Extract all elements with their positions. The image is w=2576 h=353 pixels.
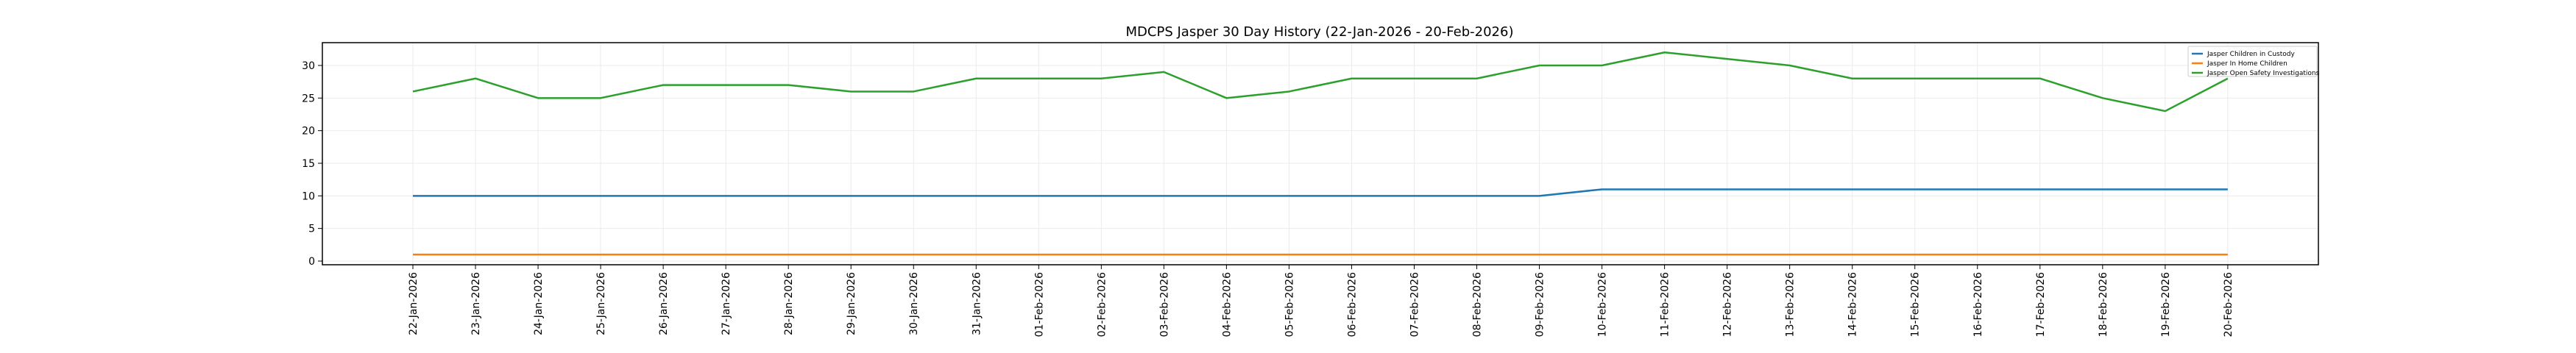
x-tick-label: 28-Jan-2026 (783, 272, 795, 335)
y-tick-label: 15 (302, 158, 315, 170)
x-tick-label: 16-Feb-2026 (1972, 272, 1984, 337)
x-tick-label: 29-Jan-2026 (846, 272, 857, 335)
series-line-0 (413, 188, 2228, 197)
x-tick-label: 30-Jan-2026 (908, 272, 920, 335)
x-tick-label: 12-Feb-2026 (1722, 272, 1734, 337)
y-axis: 0 5 10 15 20 25 30 (302, 60, 322, 268)
x-tick-label: 09-Feb-2026 (1535, 272, 1546, 337)
x-tick-label: 22-Jan-2026 (408, 272, 420, 335)
y-tick-label: 0 (308, 256, 315, 268)
x-tick-label: 31-Jan-2026 (971, 272, 983, 335)
legend-label: Jasper Open Safety Investigations (2207, 70, 2320, 77)
x-tick-label: 23-Jan-2026 (470, 272, 482, 335)
y-tick-label: 5 (308, 224, 315, 235)
x-tick-label: 13-Feb-2026 (1785, 272, 1797, 337)
x-tick-label: 26-Jan-2026 (658, 272, 670, 335)
axes-frame (322, 42, 2319, 265)
legend: Jasper Children in Custody Jasper In Home… (2187, 46, 2320, 77)
legend-label: Jasper Children in Custody (2207, 51, 2295, 58)
x-tick-label: 17-Feb-2026 (2035, 272, 2047, 337)
x-tick-label: 20-Feb-2026 (2223, 272, 2234, 337)
legend-label: Jasper In Home Children (2207, 60, 2287, 68)
legend-box (2187, 46, 2318, 77)
x-tick-label: 14-Feb-2026 (1847, 272, 1859, 337)
grid (322, 43, 2318, 265)
y-tick-label: 30 (302, 60, 315, 72)
x-tick-label: 02-Feb-2026 (1096, 272, 1108, 337)
series-line-2 (412, 51, 2229, 113)
x-tick-label: 25-Jan-2026 (595, 272, 607, 335)
y-tick-label: 20 (302, 126, 315, 138)
x-tick-label: 06-Feb-2026 (1346, 272, 1358, 337)
series-lines (412, 51, 2229, 256)
chart-title: MDCPS Jasper 30 Day History (22-Jan-2026… (1126, 24, 1514, 40)
x-tick-label: 04-Feb-2026 (1221, 272, 1233, 337)
x-tick-label: 03-Feb-2026 (1158, 272, 1170, 337)
x-tick-label: 18-Feb-2026 (2098, 272, 2109, 337)
y-tick-label: 25 (302, 93, 315, 104)
x-tick-label: 11-Feb-2026 (1660, 272, 1671, 337)
x-tick-label: 07-Feb-2026 (1409, 272, 1420, 337)
x-tick-label: 24-Jan-2026 (533, 272, 545, 335)
y-tick-label: 10 (302, 190, 315, 202)
x-tick-label: 27-Jan-2026 (721, 272, 732, 335)
x-tick-label: 01-Feb-2026 (1033, 272, 1045, 337)
x-tick-label: 15-Feb-2026 (1910, 272, 1922, 337)
x-axis: 22-Jan-2026 23-Jan-2026 24-Jan-2026 25-Jan-… (408, 265, 2234, 337)
x-tick-label: 05-Feb-2026 (1284, 272, 1295, 337)
x-tick-label: 08-Feb-2026 (1472, 272, 1484, 337)
x-tick-label: 10-Feb-2026 (1597, 272, 1609, 337)
x-tick-label: 19-Feb-2026 (2160, 272, 2172, 337)
